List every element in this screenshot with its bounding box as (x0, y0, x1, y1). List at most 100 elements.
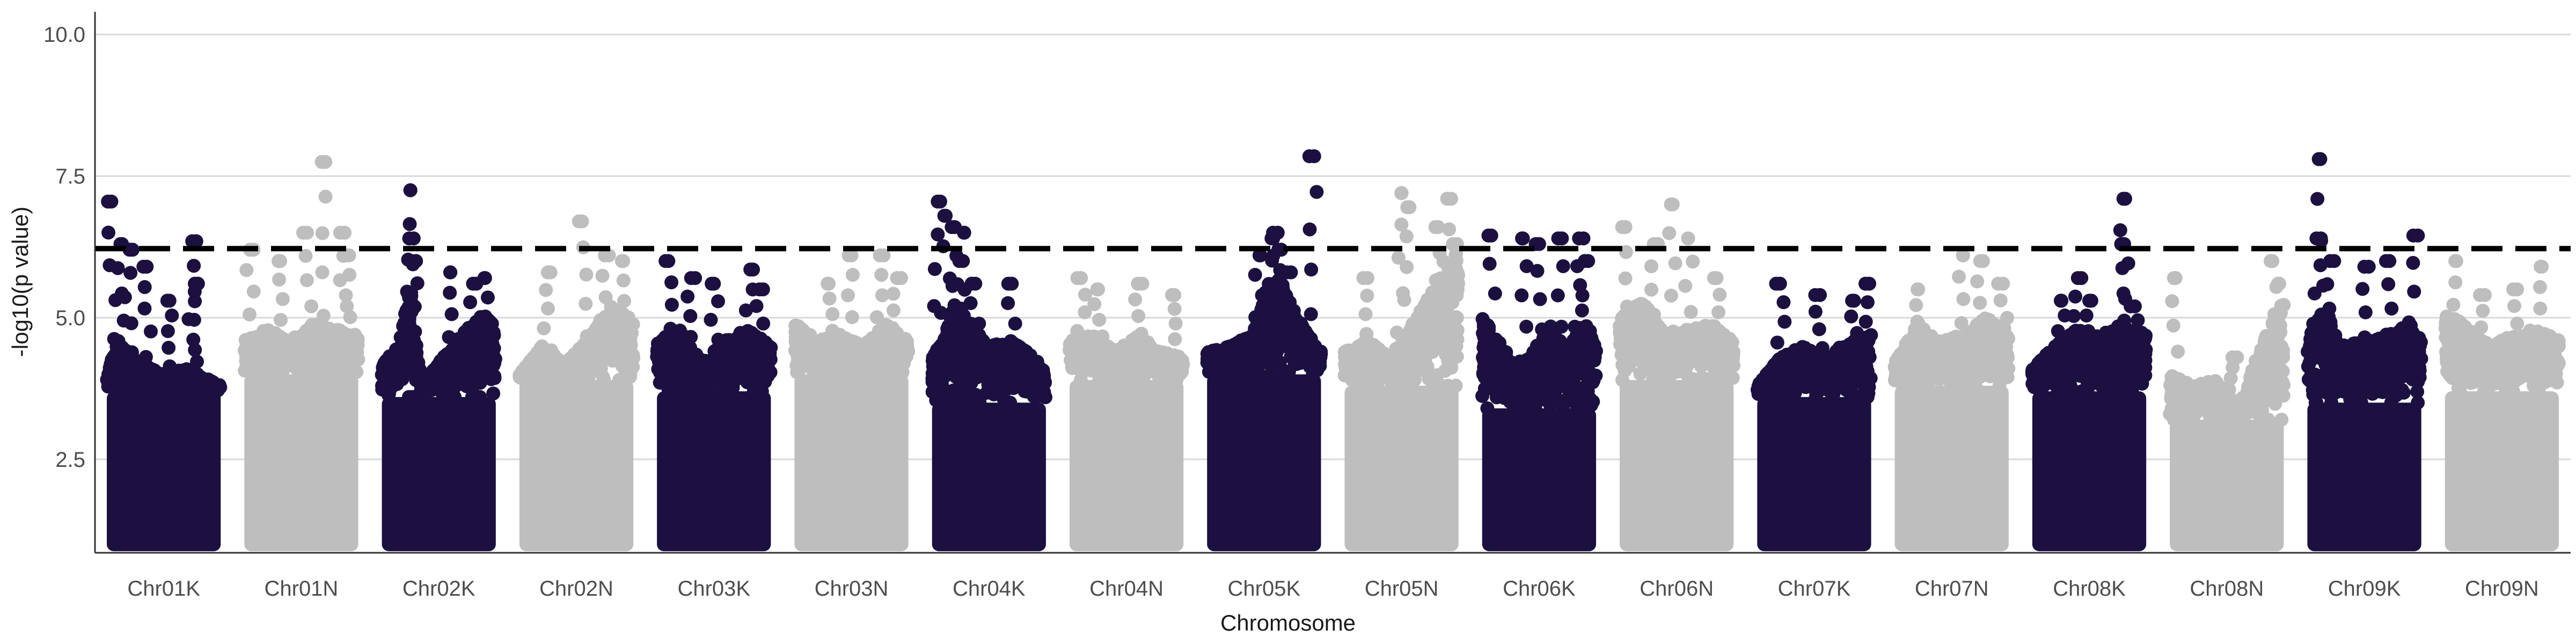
data-point (1304, 262, 1319, 277)
data-point (580, 329, 594, 343)
peak-point (968, 276, 983, 291)
data-point (823, 367, 837, 382)
point-cloud-body (1482, 408, 1597, 552)
peak-point (1400, 200, 1415, 215)
data-point (273, 367, 287, 382)
data-point (846, 367, 860, 382)
data-point (315, 226, 330, 240)
data-point (540, 301, 555, 316)
data-point (1131, 309, 1146, 323)
data-point (1359, 327, 1374, 341)
data-point (622, 328, 636, 342)
data-point (1308, 340, 1322, 355)
data-point (1134, 326, 1148, 341)
data-point (853, 342, 867, 357)
data-point (750, 335, 764, 349)
data-point (123, 266, 138, 280)
data-point (705, 384, 719, 399)
data-point (267, 336, 281, 350)
data-point (626, 360, 640, 374)
gridlines (95, 33, 2571, 460)
data-point (1023, 348, 1037, 363)
data-point (537, 321, 551, 335)
data-point (684, 330, 698, 344)
data-point (1304, 307, 1318, 321)
data-point (874, 268, 889, 282)
data-point (711, 332, 726, 347)
data-point (447, 355, 462, 370)
point-cloud-body (794, 374, 909, 552)
data-point (298, 248, 313, 263)
data-point (579, 267, 594, 282)
data-point (931, 227, 945, 241)
data-point (598, 290, 613, 304)
data-point (679, 353, 693, 367)
data-point (1360, 288, 1374, 303)
data-point (1399, 229, 1414, 244)
data-point (190, 354, 204, 369)
data-point (972, 396, 987, 410)
data-point (575, 346, 589, 361)
peak-point (1440, 192, 1454, 206)
peak-point (1307, 149, 1321, 164)
data-point (1167, 302, 1182, 316)
data-point (101, 225, 116, 240)
data-point (1441, 260, 1455, 274)
data-point (809, 355, 824, 369)
data-point (731, 333, 745, 347)
data-point (1397, 292, 1411, 307)
data-point (481, 333, 496, 347)
peak-point (271, 254, 286, 268)
peak-point (140, 259, 154, 274)
data-point (597, 373, 611, 387)
data-point (186, 332, 201, 347)
data-point (825, 324, 840, 338)
data-point (1248, 310, 1263, 325)
data-point (664, 297, 679, 312)
data-point (663, 384, 678, 399)
data-point (1445, 339, 1460, 354)
data-point (1404, 378, 1419, 393)
data-point (160, 324, 175, 338)
peak-point (162, 294, 177, 308)
data-point (162, 341, 176, 355)
data-point (595, 338, 610, 353)
data-point (486, 386, 501, 401)
data-point (299, 273, 314, 288)
data-point (163, 359, 177, 374)
data-point (840, 334, 854, 349)
data-point (1168, 332, 1182, 347)
data-point (246, 284, 261, 299)
data-point (125, 345, 139, 360)
data-point (137, 280, 152, 294)
data-point (1029, 365, 1043, 380)
data-point (756, 316, 771, 331)
data-point (951, 356, 965, 371)
data-point (1255, 288, 1269, 303)
data-point (411, 390, 425, 404)
data-point (788, 318, 803, 333)
point-cloud-body (107, 391, 221, 552)
data-point (755, 384, 769, 399)
data-point (407, 299, 422, 314)
peak-point (1446, 237, 1460, 251)
data-point (870, 334, 884, 349)
data-point (927, 369, 941, 383)
peak-point (707, 276, 721, 291)
point-cloud-body (1344, 385, 1459, 552)
data-point (1092, 312, 1107, 327)
data-point (679, 384, 694, 399)
data-point (1359, 378, 1374, 393)
data-point (118, 290, 132, 304)
data-point (281, 347, 295, 361)
data-point (953, 374, 967, 389)
data-point (575, 373, 590, 387)
data-point (660, 348, 675, 363)
peak-point (1279, 265, 1294, 280)
data-point (383, 376, 398, 391)
data-point (245, 367, 259, 382)
data-point (238, 333, 253, 347)
data-point (180, 384, 195, 399)
data-point (1095, 329, 1110, 343)
chromosome-Chr03N (788, 248, 916, 552)
